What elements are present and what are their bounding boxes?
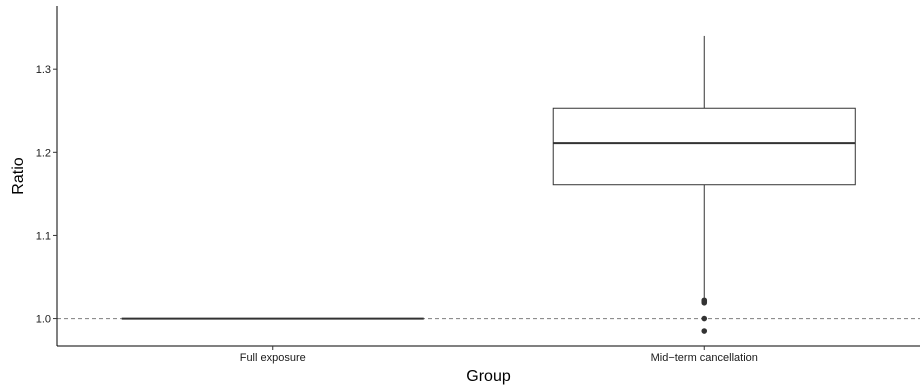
y-tick-label: 1.1	[36, 230, 51, 242]
outlier-point	[701, 315, 708, 322]
y-tick-label: 1.2	[36, 147, 51, 159]
outlier-point	[701, 297, 708, 304]
outlier-point	[701, 328, 708, 334]
y-tick-label: 1.0	[36, 314, 51, 326]
x-axis-title: Group	[466, 368, 511, 385]
y-tick-label: 1.3	[36, 64, 51, 76]
axes-layer	[56, 6, 920, 347]
x-tick-label: Mid−term cancellation	[651, 352, 758, 364]
box-group	[552, 35, 856, 334]
ticks-layer: 1.0 1.1 1.2 1.3 Full exposure Mid−term cancel…	[36, 64, 758, 364]
x-tick-label: Full exposure	[240, 352, 306, 364]
boxes-layer	[121, 35, 856, 334]
box-iqr	[552, 107, 856, 186]
y-axis-title: Ratio	[10, 157, 27, 194]
